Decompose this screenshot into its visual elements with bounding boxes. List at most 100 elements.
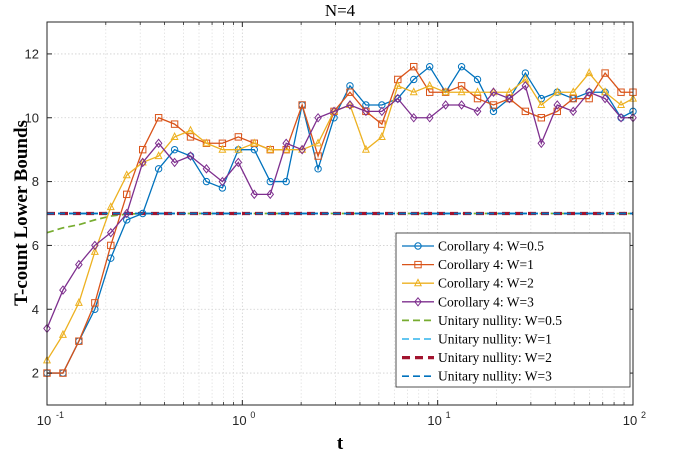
data-point: [75, 259, 83, 270]
data-point: [122, 208, 131, 219]
data-point: [218, 176, 227, 187]
legend: Corollary 4: W=0.5 Corollary 4: W=1 Coroll…: [395, 232, 631, 388]
data-point: [139, 145, 147, 154]
legend-entry: Corollary 4: W=2: [402, 276, 534, 291]
data-point: [378, 120, 386, 128]
data-point: [234, 157, 243, 168]
data-point: [441, 87, 450, 96]
data-point: [250, 138, 259, 147]
ticks: 2 4 6 8 10 12 10 -1 10 0 10 1 10 2: [25, 22, 646, 428]
data-point: [521, 107, 530, 116]
data-point: [585, 87, 593, 98]
y-tick-label: 6: [32, 238, 39, 253]
data-point: [330, 106, 338, 117]
data-point: [202, 138, 211, 147]
data-point: [346, 100, 354, 110]
data-point: [122, 170, 131, 179]
x-tick-label: 10: [623, 413, 637, 428]
plot-frame: [46, 21, 634, 406]
data-point: [154, 151, 163, 160]
data-point: [314, 112, 322, 123]
series-line: [47, 65, 633, 374]
data-point: [489, 101, 498, 109]
data-point: [170, 131, 179, 140]
data-point: [345, 100, 354, 109]
x-tick-exponent: 0: [250, 410, 255, 420]
data-point: [378, 106, 386, 117]
legend-entry: Unitary nullity: W=2: [402, 350, 552, 365]
data-point: [489, 87, 498, 96]
chart-title: N=4: [325, 1, 356, 20]
data-point: [553, 100, 562, 110]
series-layer: [42, 62, 638, 377]
data-point: [91, 299, 99, 307]
legend-marker: [414, 296, 422, 307]
x-tick-label: 10: [37, 413, 51, 428]
data-point: [585, 68, 594, 77]
data-point: [473, 75, 482, 84]
data-point: [617, 112, 625, 123]
data-point: [59, 285, 67, 295]
data-point: [234, 133, 243, 141]
data-point: [617, 88, 625, 96]
x-tick-exponent: 2: [641, 410, 646, 420]
data-point: [314, 152, 322, 160]
data-point: [138, 157, 147, 166]
data-point: [441, 100, 450, 110]
y-axis-label: T-count Lower Bounds: [11, 120, 32, 306]
data-point: [91, 240, 99, 251]
data-point: [139, 209, 147, 218]
data-point: [410, 75, 418, 84]
data-point: [537, 114, 546, 122]
data-point: [362, 106, 370, 117]
data-point: [266, 189, 275, 200]
data-point: [154, 114, 163, 122]
data-point: [74, 297, 83, 306]
data-point: [106, 227, 115, 238]
legend-marker: [414, 260, 422, 269]
data-point: [377, 131, 386, 140]
data-point: [585, 94, 593, 103]
legend-label: Corollary 4: W=0.5: [438, 239, 544, 254]
data-point: [170, 157, 179, 168]
legend-label: Corollary 4: W=3: [438, 294, 534, 309]
legend-label: Unitary nullity: W=3: [438, 369, 552, 384]
data-point: [409, 87, 418, 96]
data-point: [425, 62, 434, 71]
data-point: [282, 177, 290, 186]
legend-entry: Corollary 4: W=3: [402, 294, 534, 309]
legend-label: Unitary nullity: W=2: [438, 350, 552, 365]
data-point: [457, 62, 466, 71]
data-point: [537, 138, 546, 149]
data-point: [266, 144, 275, 153]
data-point: [601, 69, 609, 77]
data-point: [361, 144, 370, 153]
x-tick-label: 10: [427, 413, 441, 428]
legend-label: Corollary 4: W=1: [438, 257, 534, 272]
legend-entry: Unitary nullity: W=3: [402, 369, 552, 384]
data-point: [409, 112, 418, 123]
data-point: [186, 133, 195, 141]
data-point: [154, 165, 163, 173]
legend-label: Unitary nullity: W=0.5: [438, 313, 562, 328]
data-point: [106, 202, 115, 211]
legend-label: Unitary nullity: W=1: [438, 332, 552, 347]
series-4: [43, 81, 637, 334]
x-tick-exponent: 1: [446, 410, 451, 420]
data-point: [59, 369, 67, 377]
data-point: [154, 138, 163, 149]
data-point: [170, 120, 179, 128]
legend-entry: Corollary 4: W=0.5: [402, 239, 544, 254]
data-point: [393, 80, 402, 89]
y-tick-label: 2: [32, 366, 39, 381]
data-point: [457, 100, 466, 110]
legend-label: Corollary 4: W=2: [438, 276, 534, 291]
data-point: [569, 87, 578, 96]
series-line: [46, 84, 633, 329]
data-point: [425, 112, 434, 123]
y-tick-label: 8: [32, 174, 39, 189]
legend-entry: Unitary nullity: W=1: [402, 332, 552, 347]
data-point: [425, 88, 434, 96]
data-point: [107, 241, 115, 250]
